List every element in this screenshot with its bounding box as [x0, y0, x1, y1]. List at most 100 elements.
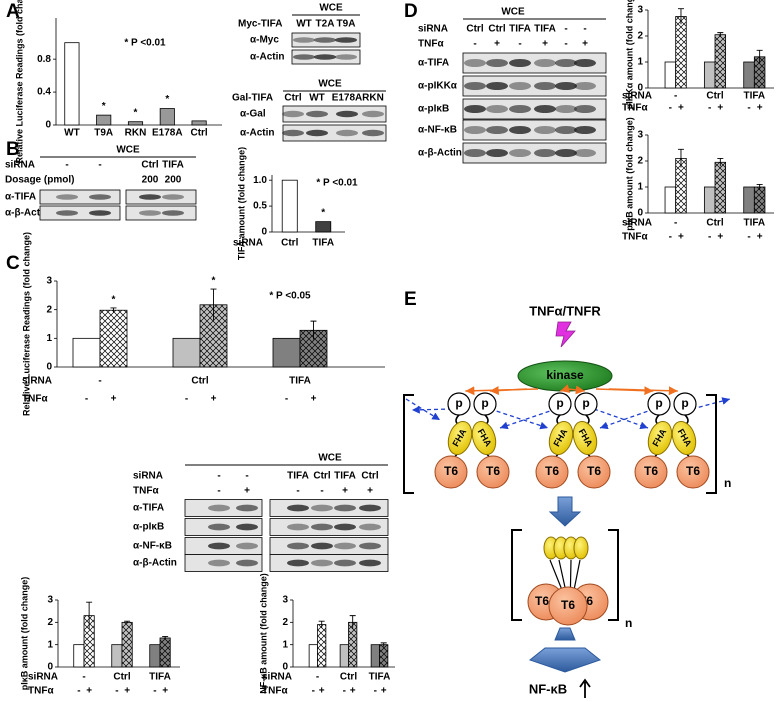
fha-domain: [671, 420, 697, 456]
y-tick-label: 0: [261, 227, 267, 238]
series-label: +: [757, 232, 763, 243]
blot-band: [287, 542, 309, 550]
blot-band: [293, 37, 315, 43]
significance-star: *: [212, 276, 216, 287]
blot-row-label: α-NF-κB: [133, 541, 172, 552]
series-label: +: [124, 686, 130, 697]
blot-band: [464, 105, 486, 113]
bracket-right: [608, 529, 619, 621]
category-label: TIFA: [149, 672, 171, 683]
blot-band: [334, 504, 356, 512]
y-tick-label: 0: [637, 83, 643, 94]
x-tick-label: WT: [64, 128, 80, 139]
lane-label: Ctrl: [313, 471, 330, 482]
tail-label: T6: [644, 464, 658, 478]
y-tick-label: 2: [637, 31, 643, 42]
tail-domain: [535, 455, 569, 489]
kinase-arrow: [489, 386, 527, 396]
bar: [753, 186, 766, 214]
lane-label: -: [473, 39, 476, 50]
blot-band: [486, 82, 508, 90]
phospho-label: p: [556, 396, 563, 410]
series-label: -: [312, 686, 315, 697]
bar: [121, 621, 133, 668]
lane-label: TIFA: [287, 471, 309, 482]
blot-band: [139, 194, 161, 200]
blot-band: [162, 194, 184, 200]
panel-letter: E: [404, 289, 417, 310]
bar: [703, 61, 716, 89]
error-bar: [162, 635, 169, 640]
bracket-left: [403, 394, 414, 494]
blot-header: WCE: [116, 145, 140, 156]
y-tick-label: 1: [637, 182, 643, 193]
category-label: -: [674, 91, 677, 102]
blot-band: [139, 210, 161, 216]
blot-band: [334, 523, 356, 531]
category-label: Ctrl: [706, 218, 723, 229]
blot-strip: [184, 554, 263, 572]
blot-row-label: α-pIκB: [418, 104, 449, 115]
lane-label: Ctrl: [361, 471, 378, 482]
blot-band: [293, 54, 315, 60]
blot-band: [362, 110, 384, 118]
category-label: TIFA: [289, 376, 311, 387]
error-bar: [310, 320, 317, 340]
lane-label: +: [494, 39, 500, 50]
blot-band: [534, 82, 556, 90]
tail-label: T6: [486, 464, 500, 478]
blot-band: [311, 523, 333, 531]
tail-label: T6: [686, 464, 700, 478]
blot-header: WCE: [319, 3, 343, 14]
lane-label: T9A: [337, 19, 356, 30]
blot-band: [509, 82, 531, 90]
lane-label: +: [244, 486, 250, 497]
y-axis-label: Relative Luciferase Readings (fold chang…: [21, 232, 31, 416]
y-tick-label: 0.4: [37, 87, 51, 98]
blot-row-label: α-Actin: [240, 128, 274, 139]
blot-band: [89, 210, 111, 216]
blot-strip: [269, 499, 389, 517]
category-label: TIFA: [743, 218, 765, 229]
condition-label: Myc-TIFA: [238, 19, 282, 30]
blot-strip: [462, 119, 607, 141]
y-tick-label: 3: [637, 130, 643, 141]
bar: [111, 644, 123, 668]
blot-strip: [269, 554, 389, 572]
kinase-arrow: [560, 384, 571, 393]
blot-band: [287, 559, 309, 567]
blot-band: [486, 126, 508, 134]
series-label: +: [381, 686, 387, 697]
blot-band: [287, 504, 309, 512]
lane-label: -: [98, 160, 101, 171]
flow-arrow: [528, 647, 602, 673]
y-axis-label: pIKKα amount (fold change): [624, 0, 634, 109]
series-label: -: [374, 686, 377, 697]
tail-label: T6: [587, 464, 601, 478]
panel-letter: D: [404, 1, 418, 22]
blot-band: [287, 523, 309, 531]
lane-label: -: [564, 39, 567, 50]
y-tick-label: 1.0: [253, 175, 267, 186]
lane-label: TIFA: [534, 24, 556, 35]
x-tick-label: Ctrl: [281, 238, 298, 249]
series-label: +: [678, 232, 684, 243]
y-axis-label: pIκB amount (fold change): [19, 577, 29, 691]
lane-label: +: [367, 486, 373, 497]
blot-band: [534, 105, 556, 113]
blot-row-label: α-TIFA: [5, 192, 36, 203]
blot-band: [509, 126, 531, 134]
y-tick-label: 2: [282, 617, 288, 628]
tail-domain: [476, 455, 510, 489]
binding-arrow: [489, 408, 549, 430]
phospho-site: [647, 392, 671, 416]
binding-arrow: [599, 408, 655, 430]
blot-band: [236, 523, 258, 531]
blot-band: [574, 82, 596, 90]
blot-band: [574, 149, 596, 157]
flow-arrow: [554, 627, 576, 641]
bar: [315, 221, 332, 233]
bar: [149, 644, 161, 668]
blot-band: [335, 37, 357, 43]
bar: [159, 637, 171, 668]
